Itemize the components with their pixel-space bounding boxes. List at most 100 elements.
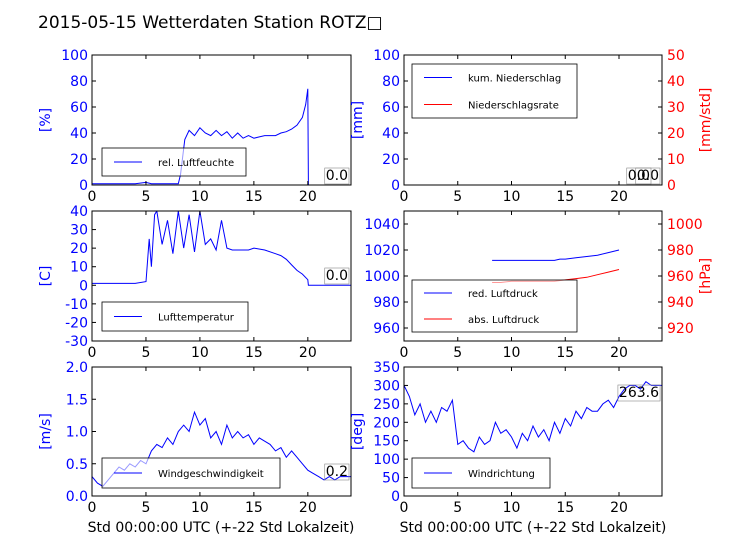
y-tick-label: 0 <box>391 178 400 194</box>
y-tick-label: 1.0 <box>66 425 88 441</box>
series-line-wind_direction-0 <box>404 381 662 453</box>
x-tick-label: 20 <box>610 345 628 361</box>
x-tick-label: 15 <box>245 500 263 516</box>
y-tick-label-right: 1000 <box>667 217 703 233</box>
x-tick-label: 20 <box>610 189 628 205</box>
value-annotation-box <box>324 267 350 285</box>
series-line-humidity-0 <box>92 88 351 185</box>
x-tick-label: 5 <box>453 189 462 205</box>
legend-box-precipitation <box>411 63 578 119</box>
y-axis-label: [%] <box>38 108 54 132</box>
y-tick-label: 100 <box>61 48 88 64</box>
legend-label: Windrichtung <box>468 469 535 480</box>
y-tick-label: -10 <box>65 297 88 313</box>
y-axis-label: [mm] <box>350 101 366 139</box>
value-annotation-box <box>324 167 350 185</box>
panel-wind_speed: 0 5 10 15 20 0.0 0.5 1.0 1.5 2.0 [m/s] Windgeschwin… <box>38 360 352 516</box>
y-tick-label: 60 <box>70 100 88 116</box>
y-tick-label-right: 30 <box>667 100 685 116</box>
legend-label: red. Luftdruck <box>468 289 538 300</box>
y-tick-label-right: 960 <box>667 269 694 285</box>
panel-pressure: 0 5 10 15 20 960 980 1000 1020 1040 920 940 960 980 10… <box>364 210 714 361</box>
y-tick-label: 0.0 <box>66 489 88 505</box>
y-tick-label: 0.5 <box>66 457 88 473</box>
value-annotation: 0.2 <box>326 464 348 480</box>
y-tick-label: -30 <box>65 334 88 350</box>
y-tick-label: 1040 <box>364 217 400 233</box>
y-tick-label-right: 50 <box>667 48 685 64</box>
y-tick-label: 80 <box>70 74 88 90</box>
y-axis-label: [C] <box>38 266 54 287</box>
page-title: 2015-05-15 Wetterdaten Station ROTZ□ <box>38 13 383 33</box>
x-tick-label: 5 <box>141 500 150 516</box>
x-tick-label: 0 <box>400 189 409 205</box>
y-tick-label: 960 <box>373 321 400 337</box>
legend-label: abs. Luftdruck <box>468 315 539 326</box>
y-tick-label-right: 920 <box>667 321 694 337</box>
x-axis-label-right: Std 00:00:00 UTC (+-22 Std Lokalzeit) <box>400 520 667 536</box>
y-axis-label: [deg] <box>350 413 366 450</box>
x-tick-label: 10 <box>191 500 209 516</box>
legend-label: Windgeschwindigkeit <box>158 469 264 480</box>
x-tick-label: 15 <box>245 345 263 361</box>
value-annotation: 0.0 <box>326 168 348 184</box>
y-tick-label: 10 <box>70 260 88 276</box>
x-tick-label: 20 <box>299 345 317 361</box>
y-tick-label: 0 <box>79 278 88 294</box>
plot-frame-temperature <box>91 210 352 342</box>
y-tick-label: 100 <box>373 452 400 468</box>
legend-label: Lufttemperatur <box>158 313 235 324</box>
x-tick-label: 10 <box>503 345 521 361</box>
plot-frame-precipitation <box>403 54 663 186</box>
x-tick-label: 10 <box>191 345 209 361</box>
panel-temperature: 0 5 10 15 20 -30 -20 -10 0 10 20 30 40 [C] Lufttempera… <box>38 204 352 361</box>
y-tick-label: 50 <box>382 471 400 487</box>
x-tick-label: 0 <box>400 500 409 516</box>
legend-label: rel. Luftfeuchte <box>158 158 234 169</box>
y-tick-label: 20 <box>70 152 88 168</box>
x-tick-label: 5 <box>141 345 150 361</box>
panel-humidity: 0 5 10 15 20 0 20 40 60 80 100 [%] rel. Luftfeuchte 0… <box>38 48 352 205</box>
x-tick-label: 10 <box>503 189 521 205</box>
y-tick-label-right: 40 <box>667 74 685 90</box>
y-tick-label: 80 <box>382 74 400 90</box>
x-tick-label: 15 <box>245 189 263 205</box>
y-tick-label-right: 20 <box>667 126 685 142</box>
x-tick-label: 15 <box>556 345 574 361</box>
y-axis-label-right: [hPa] <box>698 258 714 294</box>
y-tick-label: 1020 <box>364 243 400 259</box>
y-tick-label: 100 <box>373 48 400 64</box>
y-tick-label: 40 <box>382 126 400 142</box>
plot-frame-humidity <box>91 54 352 186</box>
legend-label: kum. Niederschlag <box>468 74 561 85</box>
y-tick-label: 30 <box>70 223 88 239</box>
legend-box-pressure <box>411 279 578 333</box>
x-tick-label: 10 <box>191 189 209 205</box>
y-tick-label: 60 <box>382 100 400 116</box>
x-tick-label: 0 <box>88 345 97 361</box>
y-tick-label: -20 <box>65 315 88 331</box>
y-axis-label-right: [mm/std] <box>698 88 714 153</box>
plot-frame-wind_direction <box>403 366 663 497</box>
panel-precipitation: 0 5 10 15 20 0 20 40 60 80 100 0 10 20 30 40 50 [mm] [mm/s… <box>350 48 714 205</box>
y-tick-label: 200 <box>373 415 400 431</box>
value-annotation: 263.6 <box>619 385 659 401</box>
value-annotation: 0.0 <box>628 168 650 184</box>
x-tick-label: 10 <box>503 500 521 516</box>
series-line-pressure-0 <box>492 249 620 261</box>
y-tick-label: 2.0 <box>66 360 88 376</box>
y-tick-label: 350 <box>373 360 400 376</box>
x-axis-label-left: Std 00:00:00 UTC (+-22 Std Lokalzeit) <box>88 520 355 536</box>
x-tick-label: 0 <box>88 500 97 516</box>
value-annotation: 0.0 <box>637 168 659 184</box>
y-tick-label: 150 <box>373 434 400 450</box>
x-tick-label: 20 <box>299 500 317 516</box>
x-tick-label: 15 <box>556 500 574 516</box>
y-tick-label-right: 980 <box>667 243 694 259</box>
y-tick-label: 980 <box>373 295 400 311</box>
y-tick-label: 40 <box>70 204 88 220</box>
y-axis-label: [m/s] <box>38 413 54 450</box>
y-tick-label: 0 <box>391 489 400 505</box>
y-tick-label: 20 <box>382 152 400 168</box>
